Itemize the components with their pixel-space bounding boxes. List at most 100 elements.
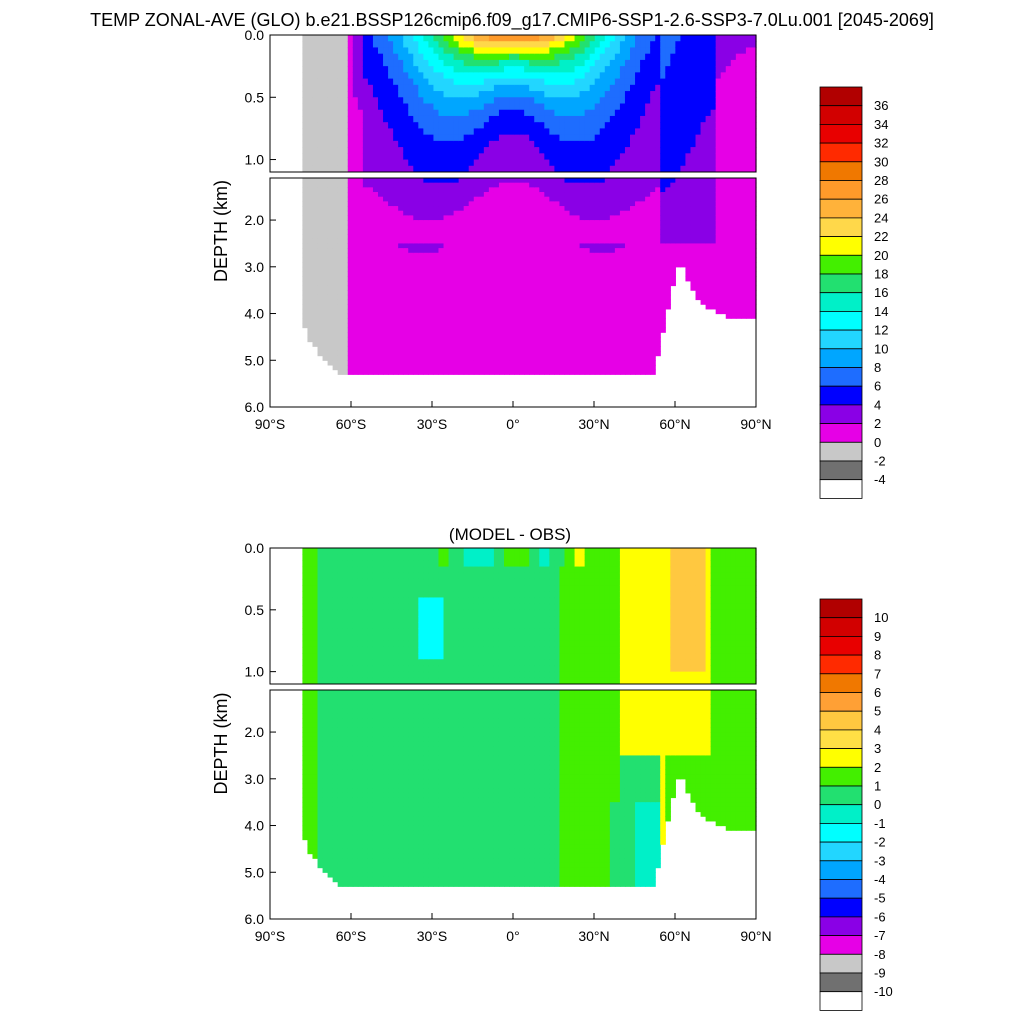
field-cell: [650, 360, 656, 366]
field-cell: [448, 238, 455, 245]
field-cell: [312, 187, 319, 193]
field-cell: [453, 206, 460, 212]
field-cell: [352, 252, 359, 259]
field-cell: [529, 280, 535, 287]
field-cell: [579, 182, 586, 188]
field-cell: [504, 35, 510, 42]
field-cell: [488, 322, 495, 329]
field-cell: [529, 322, 535, 329]
field-cell: [529, 91, 535, 98]
field-cell: [302, 248, 309, 254]
field-cell: [413, 103, 419, 111]
field-cell: [569, 234, 576, 240]
field-cell: [453, 84, 460, 92]
field-cell: [680, 147, 687, 154]
field-cell: [524, 122, 530, 130]
field-cell: [624, 47, 631, 55]
field-cell: [473, 128, 480, 136]
field-cell: [539, 59, 545, 67]
field-cell: [332, 276, 339, 282]
field-cell: [509, 59, 515, 67]
field-cell: [393, 159, 399, 167]
field-cell: [398, 336, 404, 343]
field-cell: [433, 140, 440, 148]
field-cell: [549, 165, 555, 173]
field-cell: [665, 140, 671, 148]
field-cell: [519, 262, 525, 268]
field-cell: [539, 53, 545, 61]
field-cell: [604, 336, 611, 343]
field-cell: [393, 276, 399, 282]
field-cell: [640, 313, 646, 319]
field-cell: [458, 350, 465, 357]
field-cell: [529, 271, 535, 277]
field-cell: [529, 140, 535, 148]
field-cell: [705, 215, 712, 221]
field-cell: [569, 355, 576, 361]
field-cell: [619, 84, 626, 92]
field-cell: [529, 350, 535, 357]
field-cell: [554, 257, 561, 263]
field-cell: [473, 72, 480, 80]
field-cell: [478, 308, 485, 315]
field-cell: [488, 313, 495, 319]
field-cell: [700, 84, 707, 92]
field-cell: [428, 41, 435, 49]
field-cell: [378, 187, 384, 193]
field-cell: [453, 192, 460, 198]
field-cell: [468, 78, 475, 86]
field-cell: [670, 159, 676, 167]
field-cell: [393, 201, 399, 207]
field-cell: [498, 248, 505, 254]
field-cell: [443, 159, 450, 167]
field-cell: [529, 318, 535, 324]
field-cell: [302, 313, 309, 319]
field-cell: [367, 313, 374, 319]
field-cell: [473, 84, 480, 92]
field-cell: [544, 122, 550, 130]
field-cell: [347, 128, 354, 136]
field-cell: [438, 224, 445, 230]
field-cell: [539, 224, 545, 230]
field-cell: [428, 355, 435, 361]
field-cell: [624, 290, 631, 296]
field-cell: [372, 243, 379, 249]
field-cell: [650, 59, 656, 67]
field-cell: [579, 262, 586, 268]
field-cell: [544, 84, 550, 92]
field-cell: [418, 66, 424, 73]
field-cell: [594, 115, 601, 123]
field-cell: [347, 304, 354, 310]
field-cell: [317, 266, 324, 273]
field-cell: [342, 308, 349, 315]
field-cell: [372, 147, 379, 154]
field-cell: [519, 294, 525, 301]
field-cell: [367, 318, 374, 324]
field-cell: [448, 201, 455, 207]
field-cell: [579, 97, 586, 105]
field-cell: [619, 122, 626, 130]
field-cell: [670, 128, 676, 136]
field-cell: [609, 153, 616, 161]
field-cell: [317, 59, 324, 67]
field-cell: [539, 276, 545, 282]
field-cell: [670, 35, 676, 42]
field-cell: [635, 91, 641, 98]
field-cell: [307, 271, 314, 277]
field-cell: [559, 304, 566, 310]
field-cell: [372, 322, 379, 329]
field-cell: [342, 159, 349, 167]
field-cell: [317, 322, 324, 329]
field-cell: [372, 210, 379, 216]
field-cell: [302, 128, 309, 136]
field-cell: [604, 59, 611, 67]
field-cell: [413, 276, 419, 282]
field-cell: [614, 360, 621, 366]
field-cell: [438, 327, 445, 333]
field-cell: [635, 280, 641, 287]
field-cell: [352, 276, 359, 282]
field-cell: [483, 97, 490, 105]
field-cell: [398, 341, 404, 347]
field-cell: [524, 364, 530, 371]
field-cell: [388, 355, 394, 361]
